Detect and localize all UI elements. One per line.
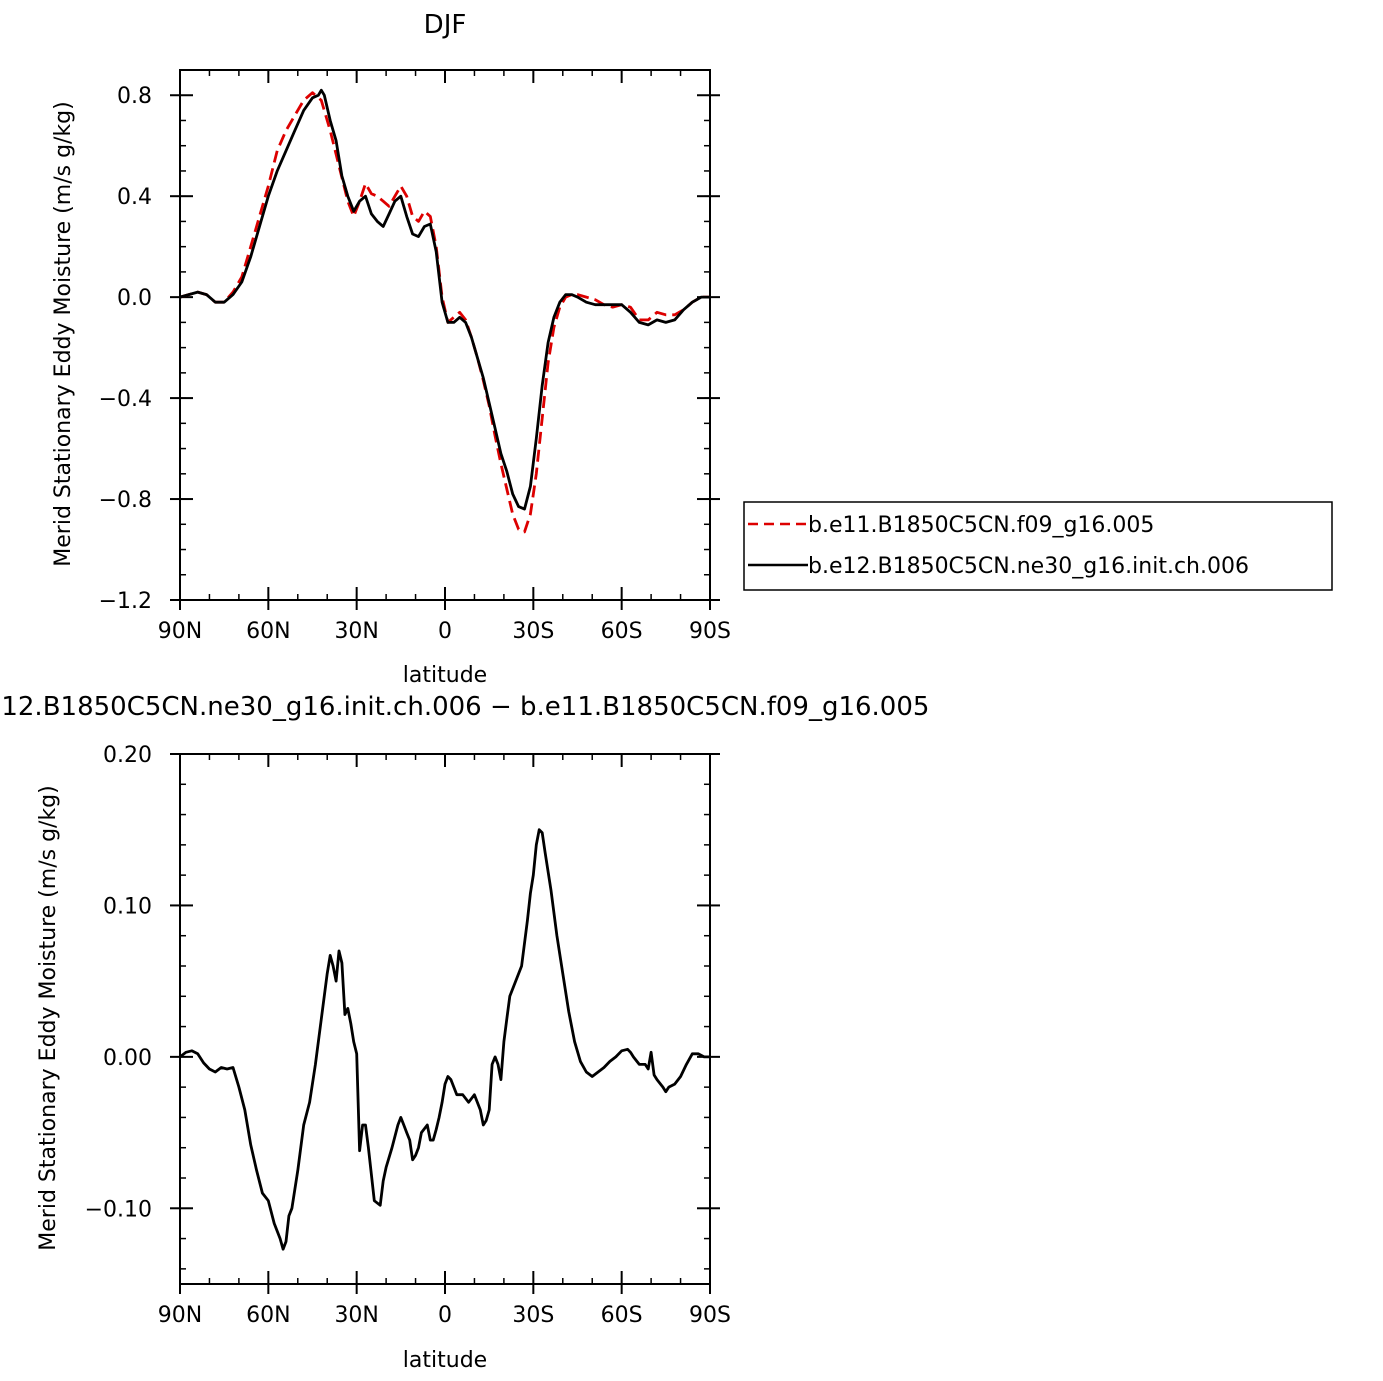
x-tick-label: 60S xyxy=(601,1303,643,1328)
x-tick-label: 90S xyxy=(689,1303,731,1328)
bottom-panel-frame xyxy=(179,753,711,1285)
y-tick-label: 0.20 xyxy=(103,743,152,768)
y-tick-label: 0.10 xyxy=(103,894,152,919)
x-tick-label: 30S xyxy=(512,619,554,644)
top-panel-ticks: 90N 60N 30N 0 30S 60S 90S 0.8 0.4 0.0 −0.4 −0.8 −1.2 xyxy=(99,69,731,644)
y-tick-label: 0.4 xyxy=(117,185,152,210)
bottom-panel-title: b.e12.B1850C5CN.ne30_g16.init.ch.006 − b… xyxy=(0,692,929,722)
legend-label-1: b.e12.B1850C5CN.ne30_g16.init.ch.006 xyxy=(808,554,1249,579)
y-tick-label: 0.0 xyxy=(117,286,152,311)
x-tick-label: 90N xyxy=(158,619,202,644)
top-panel: DJF Merid Stationary Eddy Moisture (m/s … xyxy=(51,10,731,688)
x-tick-label: 60S xyxy=(601,619,643,644)
top-panel-frame xyxy=(179,69,711,601)
legend-box xyxy=(743,501,1333,591)
bottom-panel-ticks: 90N 60N 30N 0 30S 60S 90S 0.20 0.10 0.00 −0.10 xyxy=(85,743,731,1328)
bottom-panel-ylabel: Merid Stationary Eddy Moisture (m/s g/kg… xyxy=(36,785,61,1250)
legend-label-0: b.e11.B1850C5CN.f09_g16.005 xyxy=(808,513,1154,538)
y-tick-label: −1.2 xyxy=(99,589,152,614)
series-line-0 xyxy=(179,828,710,1251)
bottom-panel-series xyxy=(179,828,710,1251)
y-tick-label: −0.10 xyxy=(85,1197,152,1222)
bottom-panel: b.e12.B1850C5CN.ne30_g16.init.ch.006 − b… xyxy=(0,692,929,1373)
x-tick-label: 30N xyxy=(334,1303,378,1328)
top-panel-xlabel: latitude xyxy=(403,663,487,688)
top-panel-ylabel: Merid Stationary Eddy Moisture (m/s g/kg… xyxy=(51,101,76,566)
y-tick-label: −0.4 xyxy=(99,387,152,412)
legend: b.e11.B1850C5CN.f09_g16.005 b.e12.B1850C… xyxy=(743,501,1333,591)
series-line-1 xyxy=(179,88,710,511)
x-tick-label: 90S xyxy=(689,619,731,644)
x-tick-label: 30N xyxy=(334,619,378,644)
top-panel-title: DJF xyxy=(424,10,467,40)
x-tick-label: 90N xyxy=(158,1303,202,1328)
top-panel-series xyxy=(179,88,710,534)
x-tick-label: 0 xyxy=(438,619,452,644)
bottom-panel-xlabel: latitude xyxy=(403,1348,487,1373)
y-tick-label: 0.8 xyxy=(117,84,152,109)
x-tick-label: 0 xyxy=(438,1303,452,1328)
x-tick-label: 60N xyxy=(246,619,290,644)
x-tick-label: 30S xyxy=(512,1303,554,1328)
x-tick-label: 60N xyxy=(246,1303,290,1328)
y-tick-label: −0.8 xyxy=(99,488,152,513)
y-tick-label: 0.00 xyxy=(103,1046,152,1071)
